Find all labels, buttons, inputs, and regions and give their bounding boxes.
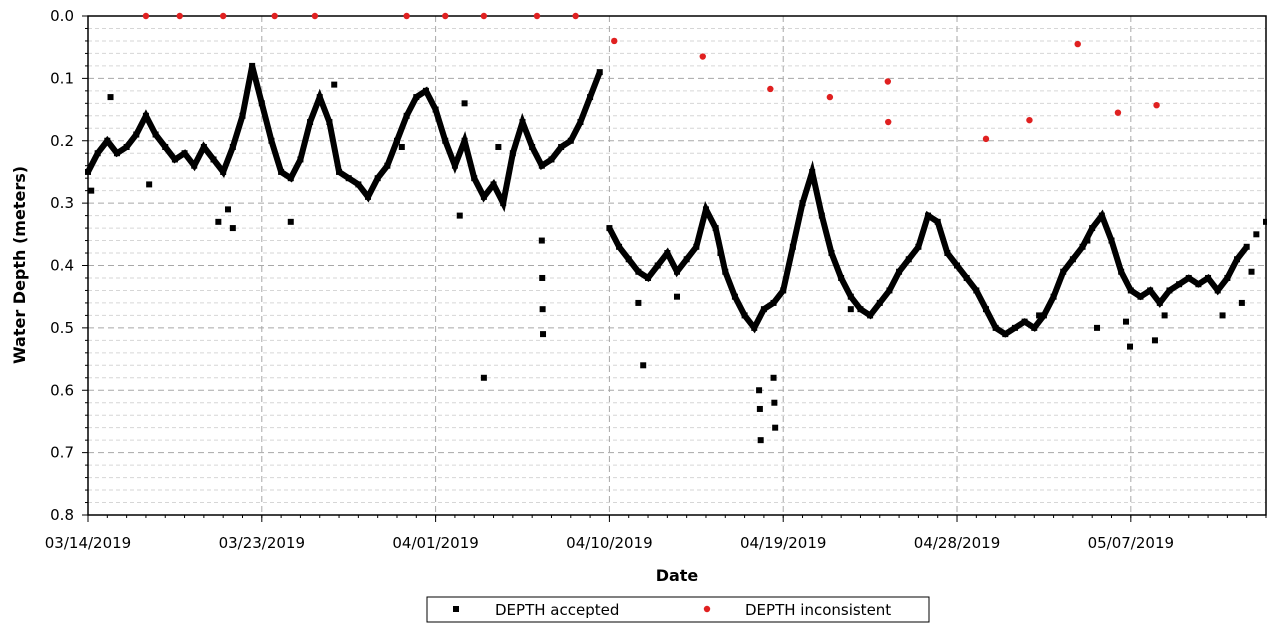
x-tick-label: 05/07/2019: [1088, 534, 1174, 552]
y-axis-title: Water Depth (meters): [10, 166, 29, 364]
accepted-point: [1161, 312, 1168, 319]
inconsistent-point: [142, 12, 150, 20]
inconsistent-point: [611, 37, 618, 45]
inconsistent-point: [533, 12, 541, 20]
accepted-point: [1094, 324, 1101, 331]
inconsistent-point: [176, 12, 183, 20]
accepted-point: [772, 424, 779, 431]
x-axis-title: Date: [656, 566, 699, 585]
legend: DEPTH accepted DEPTH inconsistent: [426, 596, 930, 623]
series-depth-inconsistent: [142, 12, 1160, 143]
accepted-point: [640, 362, 647, 369]
accepted-point: [1253, 231, 1260, 238]
inconsistent-point: [1074, 40, 1081, 48]
x-tick-label: 04/10/2019: [566, 534, 652, 552]
y-tick-label: 0.7: [50, 444, 74, 462]
x-axis-ticks: 03/14/2019 03/23/2019 04/01/2019 04/10/2019…: [45, 515, 1267, 552]
x-tick-label: 04/28/2019: [914, 534, 1000, 552]
accepted-point: [757, 437, 764, 444]
accepted-point: [771, 399, 778, 406]
inconsistent-point: [271, 12, 278, 20]
accepted-point: [674, 293, 680, 300]
accepted-point: [146, 181, 153, 188]
legend-marker-inconsistent: [703, 605, 711, 613]
accepted-trace: [85, 65, 603, 213]
inconsistent-point: [403, 12, 410, 20]
inconsistent-point: [442, 12, 449, 20]
x-tick-label: 04/19/2019: [740, 534, 826, 552]
accepted-point: [456, 212, 463, 219]
inconsistent-point: [982, 135, 990, 143]
accepted-point: [756, 387, 763, 394]
accepted-point: [88, 187, 95, 194]
y-tick-label: 0.4: [50, 257, 74, 275]
inconsistent-point: [885, 118, 892, 126]
accepted-point: [1151, 337, 1158, 344]
accepted-point: [756, 405, 763, 412]
accepted-point: [1248, 268, 1255, 275]
series-depth-accepted: [85, 62, 1267, 444]
accepted-point: [229, 225, 236, 232]
inconsistent-point: [1026, 116, 1033, 124]
accepted-trace: [606, 160, 1250, 338]
accepted-point: [539, 274, 546, 281]
y-tick-label: 0.0: [50, 7, 74, 25]
y-tick-label: 0.6: [50, 381, 74, 399]
accepted-point: [1122, 318, 1129, 325]
inconsistent-point: [572, 12, 579, 20]
inconsistent-point: [699, 53, 706, 60]
accepted-point: [770, 374, 777, 381]
accepted-point: [1238, 299, 1245, 306]
accepted-point: [107, 94, 114, 101]
accepted-point: [225, 206, 232, 213]
accepted-point: [1219, 312, 1226, 319]
accepted-point: [287, 218, 294, 225]
y-axis-ticks: 0.0 0.1 0.2 0.3 0.4 0.5 0.6 0.7 0.8: [50, 7, 88, 524]
x-tick-label: 04/01/2019: [392, 534, 478, 552]
accepted-point: [215, 218, 222, 225]
legend-box: [426, 596, 930, 623]
legend-label-inconsistent: DEPTH inconsistent: [745, 601, 891, 619]
inconsistent-point: [767, 85, 774, 93]
accepted-point: [480, 374, 487, 381]
accepted-point: [539, 306, 546, 313]
inconsistent-point: [311, 12, 319, 20]
inconsistent-point: [480, 12, 488, 20]
legend-label-accepted: DEPTH accepted: [495, 601, 619, 619]
inconsistent-point: [219, 12, 227, 20]
y-tick-label: 0.2: [50, 132, 74, 150]
legend-marker-accepted: [453, 606, 459, 612]
accepted-point: [331, 81, 338, 88]
y-tick-label: 0.8: [50, 506, 74, 524]
accepted-point: [1127, 343, 1134, 350]
accepted-point: [847, 306, 854, 313]
x-tick-label: 03/23/2019: [219, 534, 305, 552]
inconsistent-point: [1114, 109, 1122, 116]
inconsistent-point: [884, 78, 892, 85]
accepted-point: [495, 143, 502, 150]
minor-gridlines: [88, 27, 1266, 504]
accepted-point: [461, 100, 468, 107]
accepted-point: [540, 331, 547, 338]
inconsistent-point: [826, 93, 834, 101]
accepted-point: [1263, 218, 1267, 225]
y-tick-label: 0.3: [50, 194, 74, 212]
accepted-point: [538, 237, 545, 244]
y-tick-label: 0.5: [50, 319, 74, 337]
accepted-point: [398, 143, 405, 150]
y-tick-label: 0.1: [50, 69, 74, 87]
x-tick-label: 03/14/2019: [45, 534, 131, 552]
accepted-point: [635, 299, 642, 306]
inconsistent-point: [1153, 101, 1160, 109]
accepted-point: [1036, 312, 1043, 319]
